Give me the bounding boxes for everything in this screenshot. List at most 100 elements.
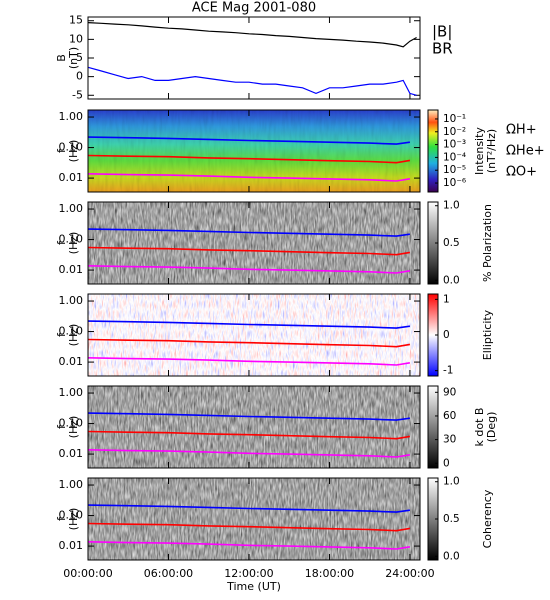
y-tick-label: 15 <box>69 14 83 27</box>
legend-label: BR <box>432 40 453 58</box>
colorbar-tick-label: 10⁻⁴ <box>443 151 466 163</box>
y-axis-label: f <box>55 148 68 153</box>
colorbar-tick-label: 1.0 <box>443 200 460 212</box>
y-axis-label: f <box>55 240 68 245</box>
plot-frame <box>87 477 421 561</box>
y-axis-label: (Hz) <box>67 508 80 531</box>
y-tick-label: 0.10 <box>59 233 84 246</box>
x-tick-label: 24:00:00 <box>385 567 434 580</box>
plot-frame <box>87 201 421 285</box>
series-line <box>87 154 411 164</box>
y-tick-label: 0.01 <box>59 447 84 460</box>
colorbar-tick-label: 90 <box>443 386 456 398</box>
y-tick-label: 10 <box>69 32 83 45</box>
y-axis-label: f <box>55 516 68 521</box>
series-line <box>87 66 417 96</box>
series-line <box>87 541 411 550</box>
y-tick-label: 0 <box>76 70 83 83</box>
y-tick-label: 0.10 <box>59 325 84 338</box>
spectrogram-texture <box>88 110 420 192</box>
y-axis-label: (Hz) <box>67 140 80 163</box>
y-axis-label: (Hz) <box>67 416 80 439</box>
colorbar-label: Coherency <box>481 489 494 548</box>
series-line <box>87 246 411 256</box>
colorbar-tick-label: 0 <box>443 329 450 341</box>
spectrogram-image <box>88 478 420 560</box>
colorbar-tick-label: 10⁻⁵ <box>443 164 466 176</box>
colorbar-tick-label: 0 <box>443 457 450 469</box>
plot-frame <box>87 109 421 193</box>
legend-label: ΩH+ <box>506 123 537 138</box>
y-tick-label: 0.01 <box>59 355 84 368</box>
series-line <box>87 338 411 348</box>
colorbar-tick-label: 10⁻⁶ <box>443 177 466 189</box>
colorbar-label: k dot B <box>473 408 486 447</box>
y-axis-label: f <box>55 332 68 337</box>
colorbar-label: (Deg) <box>485 412 498 443</box>
colorbar-tick-label: 60 <box>443 410 456 422</box>
series-line <box>87 504 411 513</box>
colorbar-tick-label: 1.0 <box>443 476 460 488</box>
series-line <box>87 357 411 366</box>
y-tick-label: 1.00 <box>59 386 84 399</box>
legend-label: |B| <box>432 23 452 41</box>
y-tick-label: 1.00 <box>59 110 84 123</box>
spectrogram-image <box>88 294 420 376</box>
y-tick-label: 0.01 <box>59 171 84 184</box>
plot-frame <box>87 293 421 377</box>
colorbar-tick-label: 0.0 <box>443 550 460 562</box>
spectrogram-image <box>88 386 420 468</box>
series-line <box>87 522 411 532</box>
colorbar-tick-label: -1 <box>443 365 453 377</box>
series-line <box>87 412 411 421</box>
plot-frame <box>87 16 421 100</box>
y-axis-label: (nT) <box>67 47 80 69</box>
legend-label: ΩHe+ <box>506 144 545 159</box>
series-line <box>87 22 417 48</box>
series-line <box>87 173 411 182</box>
colorbar-tick-label: 10⁻¹ <box>443 113 466 125</box>
colorbar <box>427 385 439 469</box>
colorbar-tick-label: 30 <box>443 434 456 446</box>
y-tick-label: 1.00 <box>59 202 84 215</box>
colorbar-label: Ellipticity <box>481 309 494 360</box>
legend-label: ΩO+ <box>506 165 537 180</box>
x-tick-label: 00:00:00 <box>63 567 112 580</box>
colorbar-label: % Polarization <box>481 204 494 282</box>
series-line <box>87 136 411 145</box>
y-tick-label: 1.00 <box>59 294 84 307</box>
colorbar-tick-label: 10⁻³ <box>443 139 466 151</box>
x-tick-label: 12:00:00 <box>224 567 273 580</box>
y-tick-label: 0.10 <box>59 417 84 430</box>
y-tick-label: 1.00 <box>59 478 84 491</box>
series-line <box>87 228 411 237</box>
colorbar-tick-label: 0.5 <box>443 237 460 249</box>
colorbar-tick-label: 10⁻² <box>443 126 466 138</box>
chart-title: ACE Mag 2001-080 <box>192 1 316 16</box>
colorbar-label: (nT²/Hz) <box>485 129 498 173</box>
colorbar-tick-label: 0.5 <box>443 513 460 525</box>
series-line <box>87 449 411 458</box>
series-line <box>87 320 411 329</box>
colorbar <box>427 109 439 193</box>
x-axis-label: Time (UT) <box>226 580 281 593</box>
y-tick-label: 0.01 <box>59 539 84 552</box>
colorbar-tick-label: 0.0 <box>443 274 460 286</box>
y-tick-label: -5 <box>72 88 83 101</box>
y-tick-label: 0.10 <box>59 141 84 154</box>
series-line <box>87 430 411 440</box>
spectrogram-image <box>88 202 420 284</box>
y-axis-label: (Hz) <box>67 324 80 347</box>
series-line <box>87 265 411 274</box>
colorbar-tick-label: 1 <box>443 293 450 305</box>
y-axis-label: f <box>55 424 68 429</box>
x-tick-label: 18:00:00 <box>305 567 354 580</box>
x-tick-label: 06:00:00 <box>144 567 193 580</box>
y-axis-label: B <box>55 54 68 62</box>
colorbar-label: Intensity <box>473 127 486 175</box>
y-tick-label: 0.01 <box>59 263 84 276</box>
plot-frame <box>87 385 421 469</box>
y-axis-label: (Hz) <box>67 232 80 255</box>
